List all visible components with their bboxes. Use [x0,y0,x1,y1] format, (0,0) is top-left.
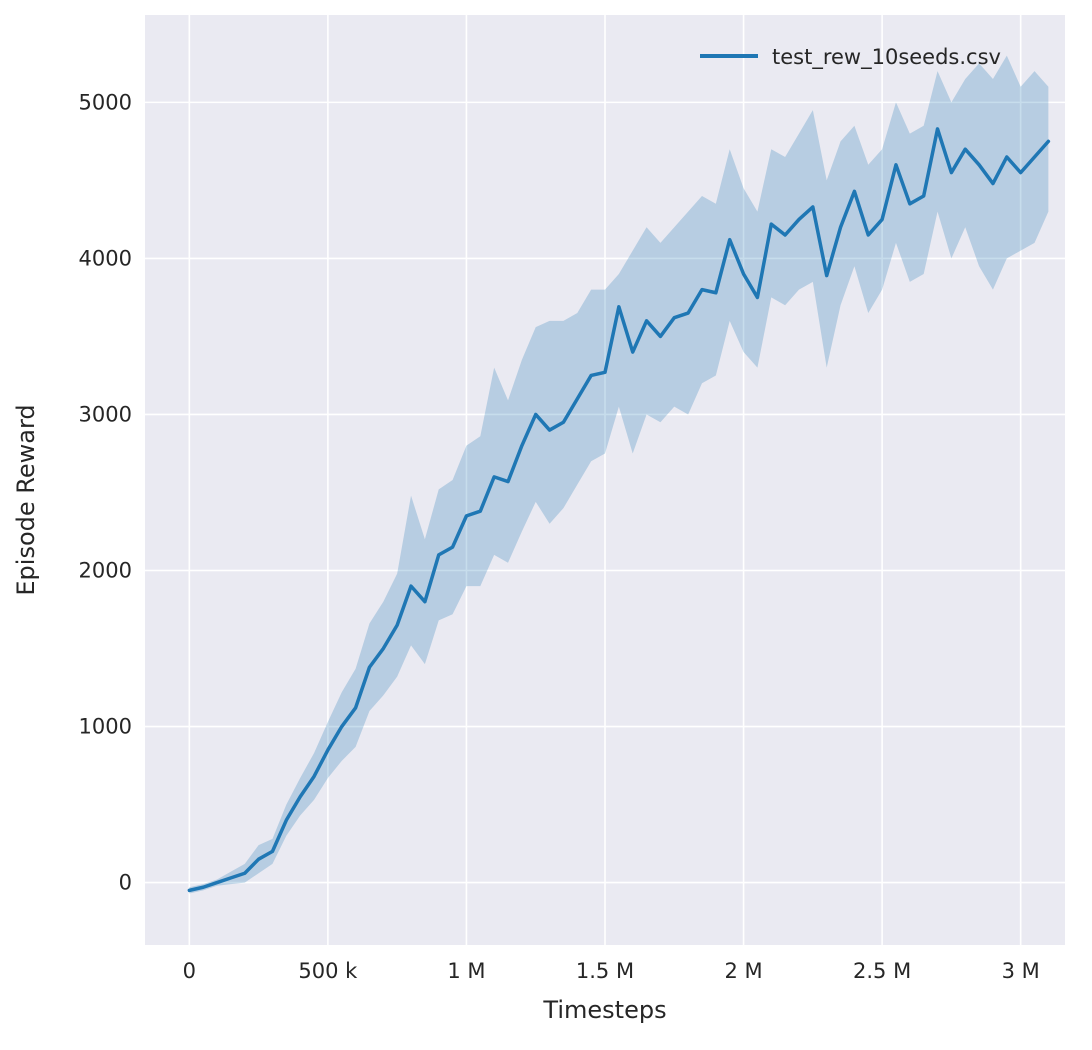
x-tick-label: 1 M [447,959,485,983]
y-tick-label: 0 [119,871,132,895]
mean-line [187,127,1051,893]
y-tick-label: 3000 [79,402,132,426]
x-tick-label: 2.5 M [853,959,911,983]
y-axis-label: Episode Reward [12,404,40,595]
x-tick-label: 2 M [724,959,762,983]
confidence-band [189,55,1049,894]
x-tick-label: 500 k [298,959,358,983]
y-tick-label: 2000 [79,559,132,583]
y-tick-label: 1000 [79,715,132,739]
x-tick-label: 0 [183,959,196,983]
x-tick-label: 1.5 M [576,959,634,983]
x-axis-label: Timesteps [542,996,666,1024]
legend-label: test_rew_10seeds.csv [772,45,1001,70]
y-tick-label: 5000 [79,90,132,114]
x-tick-label: 3 M [1002,959,1040,983]
y-tick-label: 4000 [79,246,132,270]
